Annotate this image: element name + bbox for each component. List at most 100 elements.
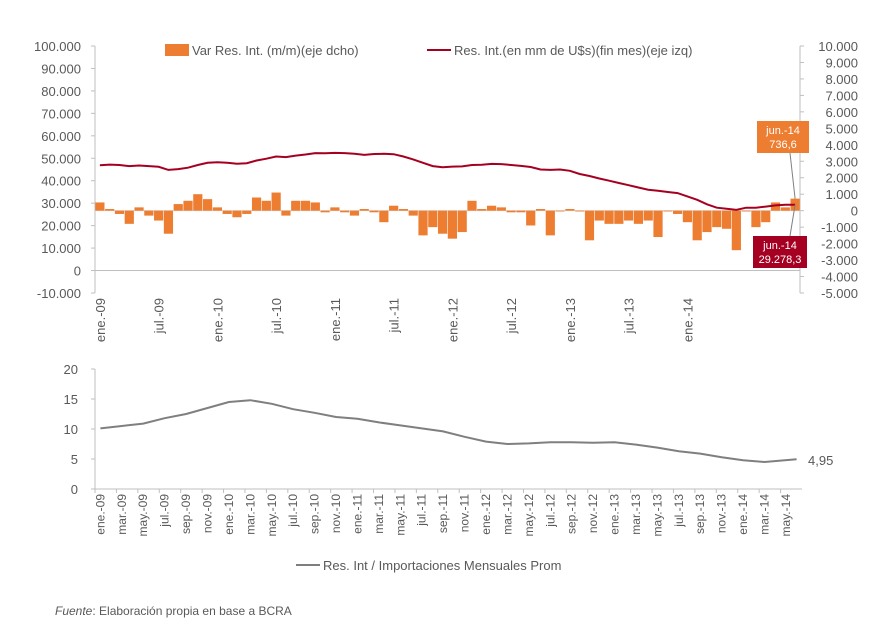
bottom-x-tick-label: jul.-10 <box>286 494 300 528</box>
bar-var-res-int <box>251 197 262 211</box>
bar-var-res-int <box>183 200 193 211</box>
bar-var-res-int <box>212 207 222 211</box>
bottom-chart: 0 5 10 15 20 ene.-09 mar.-09 may.-09 jul.-09 sep.… <box>64 362 834 573</box>
bar-var-res-int <box>144 210 154 216</box>
x-tick-label: jul.-11 <box>387 298 402 333</box>
x-tick-label: ene.-12 <box>445 298 460 342</box>
x-tick-label: ene.-11 <box>328 298 343 341</box>
right-tick-label: -4.000 <box>821 270 858 285</box>
bar-var-res-int <box>780 207 790 211</box>
bottom-y-tick-label: 20 <box>64 362 78 377</box>
left-tick-label: 0 <box>74 264 81 279</box>
bar-var-res-int <box>761 210 771 223</box>
bottom-x-tick-label: may.-11 <box>393 494 407 536</box>
bottom-x-tick-label: may.-14 <box>779 494 793 537</box>
bar-var-res-int <box>281 210 291 216</box>
x-tick-label: ene.-10 <box>210 298 225 342</box>
bar-var-res-int <box>291 200 301 211</box>
right-tick-label: -5.000 <box>821 286 858 301</box>
bar-var-res-int <box>584 210 595 241</box>
right-tick-label: 9.000 <box>825 55 858 70</box>
bar-var-res-int <box>438 210 448 234</box>
right-tick-label: 1.000 <box>825 187 858 202</box>
bar-var-res-int <box>633 210 644 224</box>
bar-var-res-int <box>653 210 663 238</box>
left-tick-label: 80.000 <box>41 84 81 99</box>
right-tick-label: -1.000 <box>821 220 858 235</box>
right-tick-label: 10.000 <box>818 39 858 54</box>
bar-var-res-int <box>154 210 164 221</box>
bar-var-res-int <box>673 210 683 214</box>
ratio-line <box>100 399 797 464</box>
bottom-x-tick-label: nov.-13 <box>715 494 729 533</box>
bar-var-res-int <box>163 210 174 234</box>
bottom-x-tick-label: jul.-12 <box>543 494 557 528</box>
bottom-x-tick-label: nov.-12 <box>586 494 600 533</box>
bar-var-res-int <box>379 210 389 223</box>
bottom-y-tick-label: 0 <box>71 482 78 497</box>
source-label: Fuente <box>55 604 93 618</box>
bar-var-res-int <box>173 204 183 211</box>
left-tick-label: 50.000 <box>41 151 81 166</box>
right-tick-label: 8.000 <box>825 72 858 87</box>
bar-var-res-int <box>261 200 271 211</box>
right-tick-label: 6.000 <box>825 105 858 120</box>
bar-var-res-int <box>545 210 555 236</box>
bar-var-res-int <box>770 202 781 211</box>
legend-bar-swatch <box>165 44 189 56</box>
line-res-int <box>99 151 796 211</box>
bottom-legend-label: Res. Int / Importaciones Mensuales Prom <box>323 558 561 573</box>
bottom-x-tick-label: may.-12 <box>522 494 536 537</box>
bottom-y-tick-label: 15 <box>64 392 78 407</box>
bar-var-res-int <box>516 210 526 213</box>
source-footnote: Fuente: Elaboración propia en base a BCR… <box>55 604 292 618</box>
x-tick-label: jul.-12 <box>504 298 519 334</box>
left-tick-label: 70.000 <box>41 106 81 121</box>
bar-var-res-int <box>565 209 575 211</box>
bar-var-res-int <box>575 210 585 212</box>
bottom-x-tick-label: ene.-13 <box>608 494 622 535</box>
bar-var-res-int <box>624 210 634 221</box>
bottom-x-tick-label: nov.-10 <box>329 494 343 533</box>
bar-var-res-int <box>428 210 438 228</box>
bar-var-res-int <box>359 209 369 211</box>
callout-line-box <box>753 236 807 268</box>
bar-var-res-int <box>682 210 692 223</box>
right-tick-label: 2.000 <box>825 171 858 186</box>
bar-var-res-int <box>95 202 105 211</box>
bottom-x-tick-label: mar.-14 <box>758 494 772 535</box>
bar-var-res-int <box>418 210 428 236</box>
bar-var-res-int <box>535 209 546 211</box>
bar-var-res-int <box>114 210 125 214</box>
x-tick-label: jul.-10 <box>269 298 284 334</box>
bottom-x-tick-label: nov.-09 <box>200 494 214 533</box>
callout-bar-value: 736,6 <box>769 139 797 151</box>
bottom-x-tick-label: ene.-11 <box>350 494 364 534</box>
bar-var-res-int <box>741 210 751 212</box>
bottom-x-tick-label: jul.-09 <box>158 494 172 528</box>
bottom-x-tick-label: sep.-12 <box>565 494 579 534</box>
callout-line-date: jun.-14 <box>762 240 797 252</box>
bar-var-res-int <box>643 210 653 221</box>
bar-var-res-int <box>134 207 144 211</box>
legend-bar-label: Var Res. Int. (m/m)(eje dcho) <box>192 43 359 58</box>
bar-var-res-int <box>389 205 399 211</box>
bar-var-res-int <box>702 210 712 233</box>
source-text: : Elaboración propia en base a BCRA <box>92 604 292 618</box>
bar-var-res-int <box>486 205 497 211</box>
x-tick-label: jul.-13 <box>622 298 637 334</box>
bottom-x-tick-label: sep.-10 <box>308 494 322 534</box>
bar-var-res-int <box>300 200 311 211</box>
bar-var-res-int <box>594 210 604 221</box>
bottom-y-tick-label: 10 <box>64 422 78 437</box>
bar-var-res-int <box>222 210 232 214</box>
left-tick-label: 30.000 <box>41 196 81 211</box>
bar-var-res-int <box>555 210 565 212</box>
x-tick-label: jul.-09 <box>152 298 167 334</box>
bottom-x-tick-label: nov.-11 <box>458 494 472 533</box>
bar-var-res-int <box>506 210 516 213</box>
x-tick-label: ene.-14 <box>680 298 695 342</box>
ratio-end-label: 4,95 <box>808 453 833 468</box>
right-tick-label: 7.000 <box>825 88 858 103</box>
bottom-x-tick-label: ene.-09 <box>93 494 107 535</box>
